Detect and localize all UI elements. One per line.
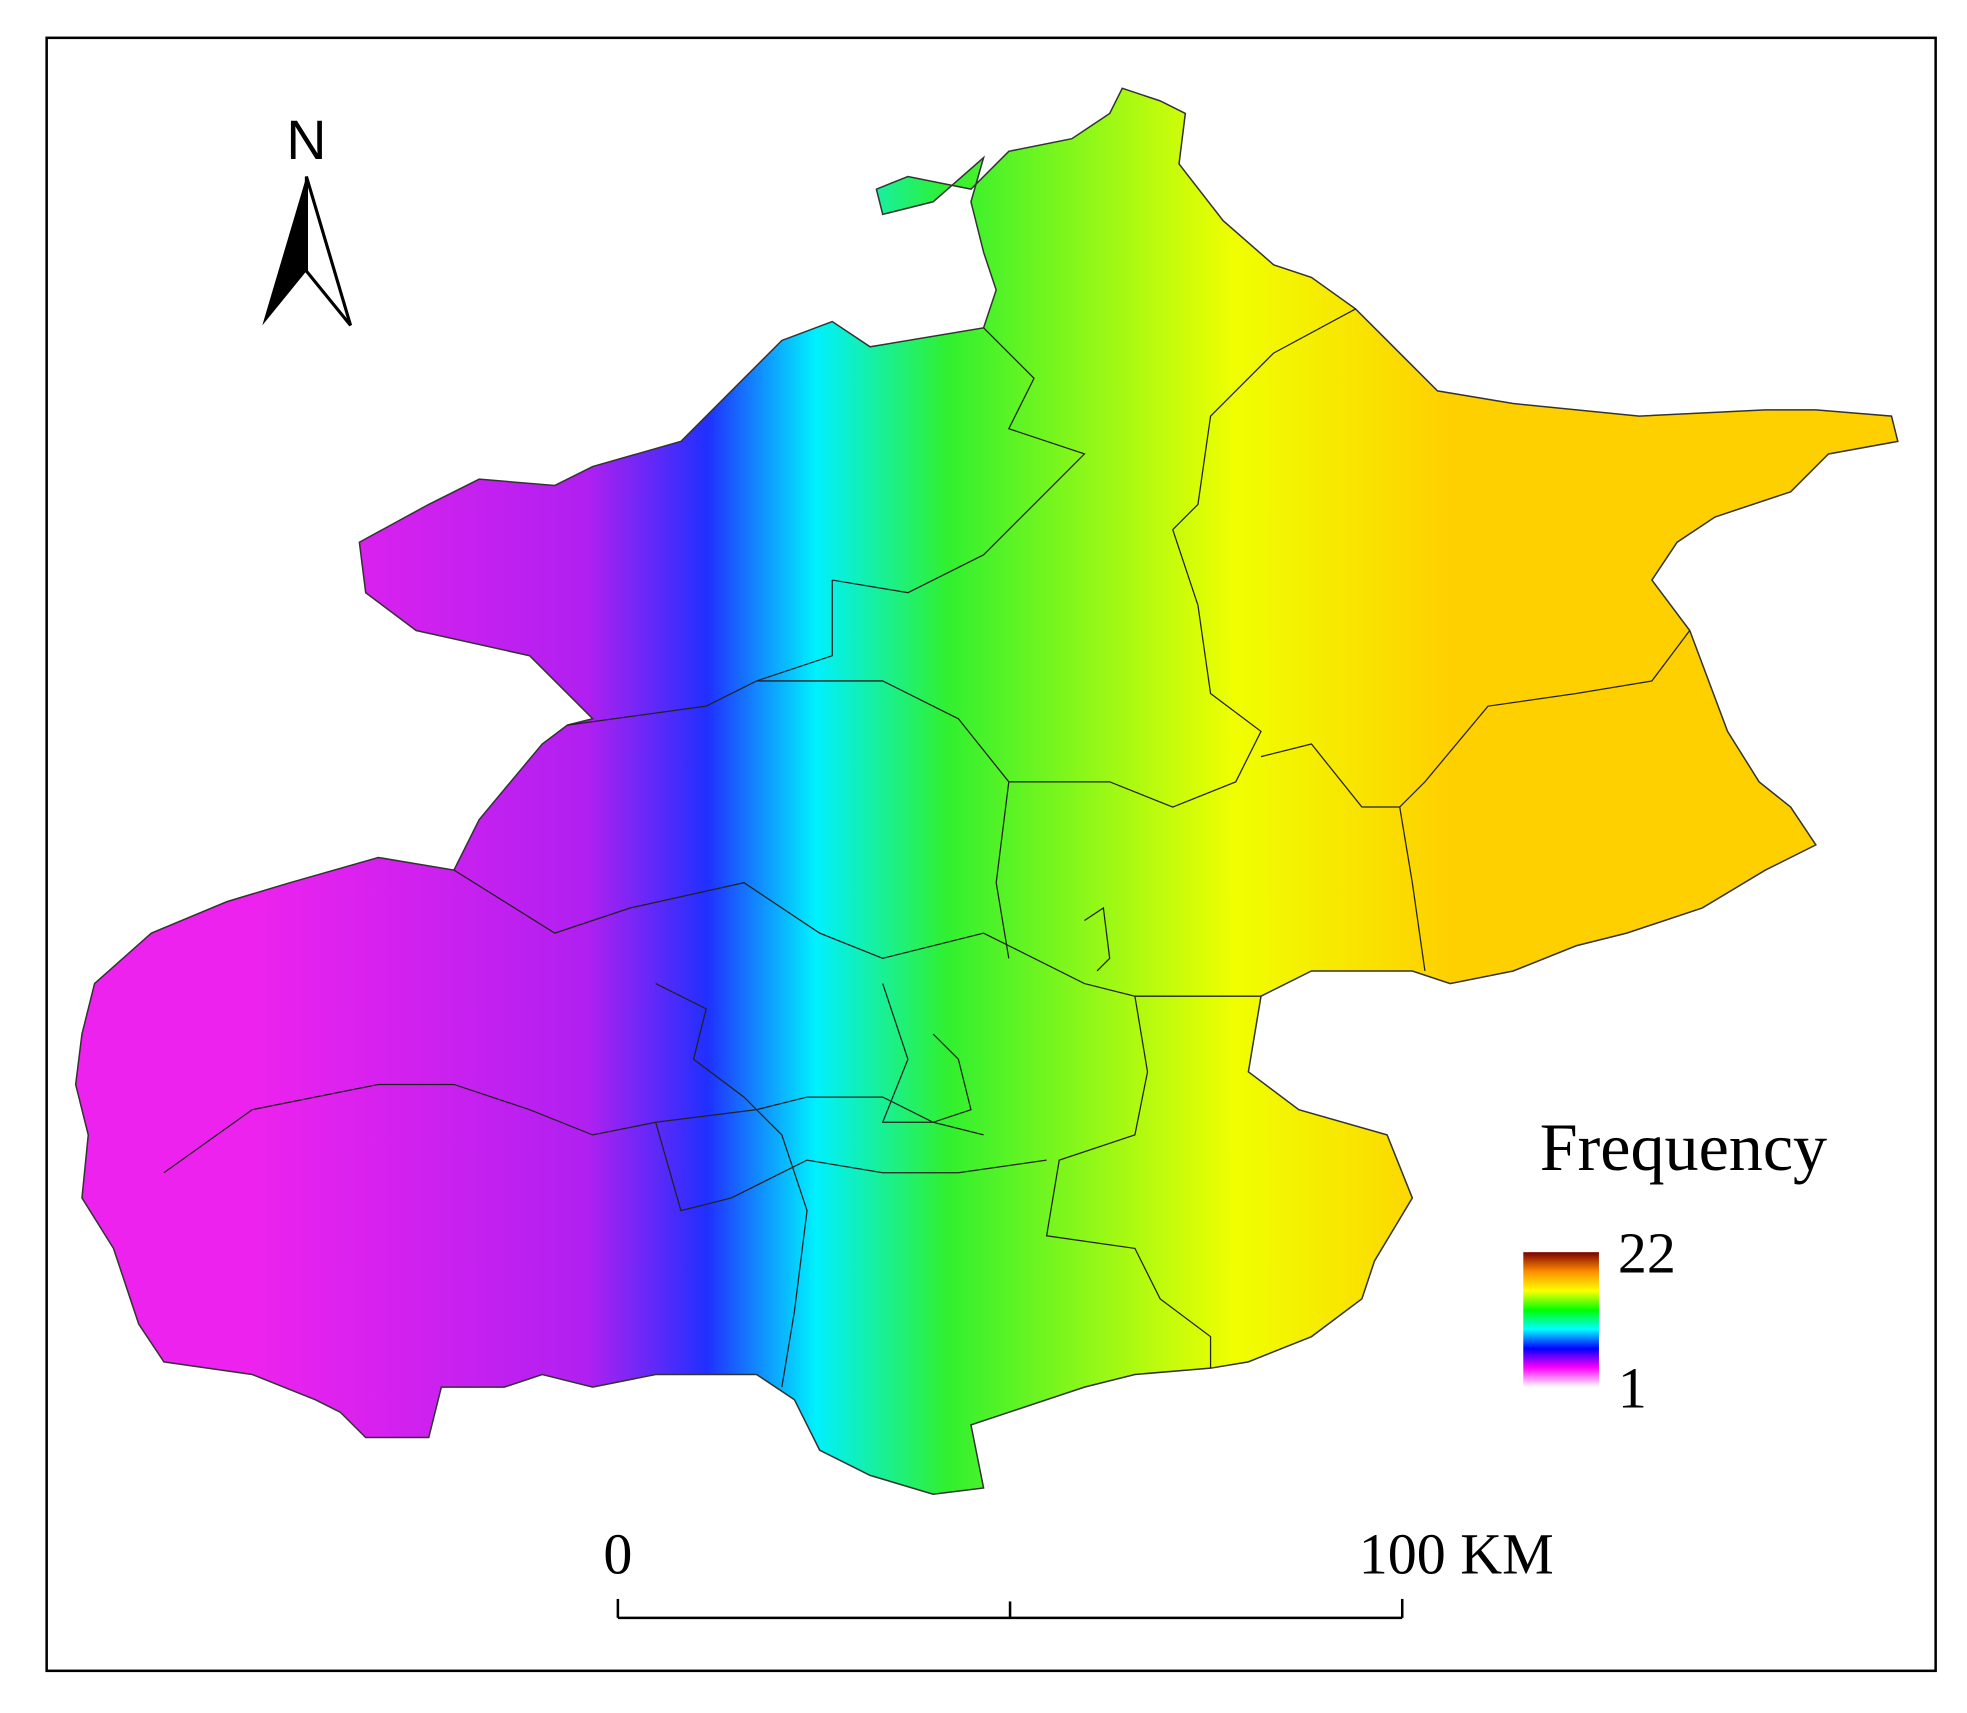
legend-tick-label: 1: [1618, 1355, 1647, 1420]
legend-tick-label: 22: [1618, 1220, 1676, 1285]
north-label: N: [286, 109, 326, 171]
frame: [45, 36, 1937, 1673]
north-arrow: N: [262, 109, 353, 327]
scale-bar-label: 100: [1359, 1522, 1446, 1587]
legend: Frequency 22 1: [1523, 1109, 1827, 1420]
scale-bar-label: 0: [603, 1522, 632, 1587]
district-boundaries: [163, 308, 1691, 1388]
region-outline: [74, 87, 1899, 1496]
scale-bar-unit: KM: [1460, 1522, 1553, 1587]
scale-bar: 0 100 KM: [603, 1522, 1554, 1620]
legend-title: Frequency: [1540, 1109, 1827, 1185]
legend-colorbar: [1523, 1252, 1599, 1388]
